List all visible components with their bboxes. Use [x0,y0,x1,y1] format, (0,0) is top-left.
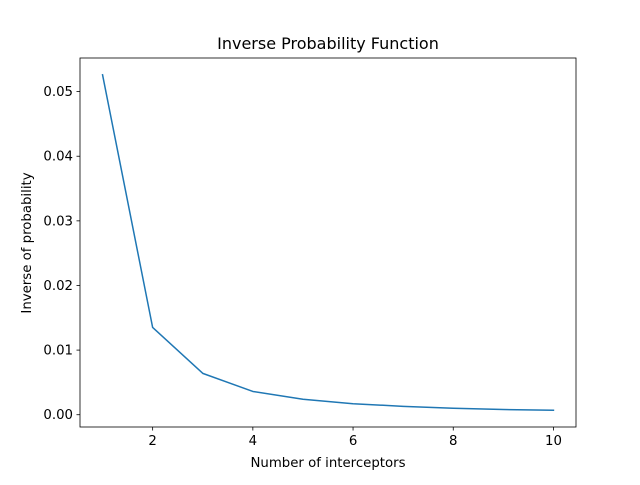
x-tick-label: 10 [545,434,562,449]
y-tick-label: 0.01 [43,344,73,359]
y-axis-label: Inverse of probability [20,172,35,313]
x-tick-label: 8 [449,434,457,449]
x-axis-label: Number of interceptors [250,456,405,471]
x-tick-label: 6 [349,434,357,449]
axes-frame [79,57,577,428]
x-tick-label: 2 [148,434,156,449]
y-tick-label: 0.05 [43,85,73,100]
chart-title: Inverse Probability Function [217,34,439,53]
y-tick-label: 0.02 [43,279,73,294]
y-tick-label: 0.04 [43,150,73,165]
y-axis-ticks: 0.00 0.01 0.02 0.03 0.04 0.05 [43,85,80,423]
x-axis-ticks: 2 4 6 8 10 [148,427,562,449]
series-line [101,73,555,411]
y-tick-label: 0.03 [43,214,73,229]
plot-area [101,73,555,411]
y-tick-label: 0.00 [43,408,73,423]
x-tick-label: 4 [249,434,257,449]
